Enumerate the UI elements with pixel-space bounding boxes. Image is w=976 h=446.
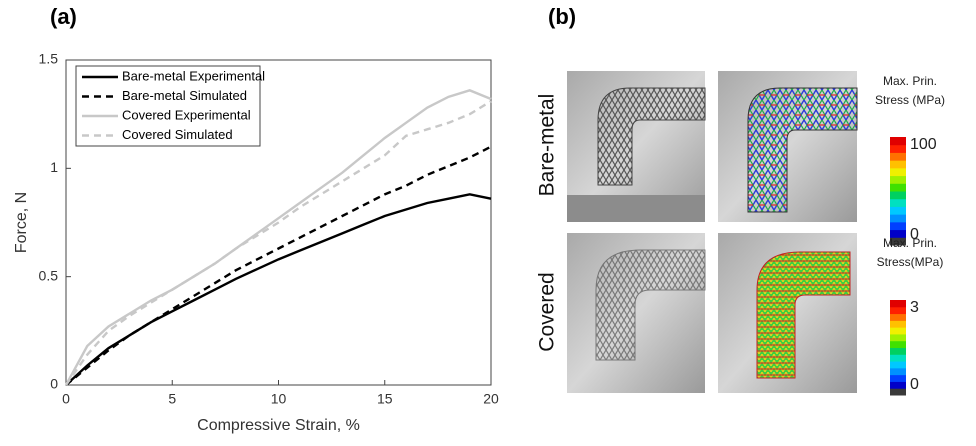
colorbar-title: Stress(MPa) [877, 255, 944, 269]
x-axis-label: Compressive Strain, % [197, 417, 360, 434]
colorbar-tick-label: 3 [910, 299, 919, 316]
row-label: Covered [536, 272, 559, 351]
colorbar-band [890, 183, 906, 192]
colorbar-title: Max. Prin. [883, 236, 937, 250]
line-chart: 0 0.5 1 1.5 0 5 10 15 20 Compressive Strain, % For… [13, 51, 499, 435]
colorbar-band [890, 388, 906, 396]
colorbar-band [890, 206, 906, 215]
image [567, 71, 706, 222]
colorbar-band [890, 191, 906, 200]
colorbar-band [890, 137, 906, 146]
colorbar-band [890, 354, 906, 362]
colorbar-band [890, 144, 906, 153]
colorbar-band [890, 320, 906, 328]
x-tick-label: 20 [483, 391, 499, 407]
legend-label: Covered Simulated [122, 127, 233, 142]
colorbar-title: Max. Prin. [883, 74, 937, 88]
line [64, 89, 492, 386]
legend-label: Bare-metal Simulated [122, 88, 247, 103]
colorbar-band [890, 214, 906, 223]
x-tick-label: 0 [62, 391, 70, 407]
image [567, 233, 706, 393]
colorbar-band [890, 374, 906, 382]
colorbar-band [890, 333, 906, 342]
image [718, 233, 857, 393]
line [65, 145, 492, 386]
colorbar-band [890, 367, 906, 376]
stent-images [567, 71, 858, 393]
panel-label: (a) [50, 4, 77, 29]
colorbar-band [890, 237, 906, 246]
x-tick-label: 5 [168, 391, 176, 407]
colorbar-tick-label: 0 [910, 226, 919, 243]
colorbar-band [890, 221, 906, 231]
colorbar-band [890, 160, 906, 169]
colorbar-band [890, 198, 906, 207]
colorbar-tick-label: 0 [910, 376, 919, 393]
colorbar-title: Stress (MPa) [875, 93, 945, 107]
legend-box [75, 65, 261, 147]
colorbar-band [890, 306, 906, 315]
colorbars: Bare-metal Max. Prin. Stress (MPa) 100 0 Cove… [536, 74, 945, 396]
line [65, 100, 492, 386]
colorbar-band [890, 340, 906, 348]
colorbar-band [890, 361, 906, 369]
colorbar-band [890, 152, 906, 161]
legend-label: Covered Experimental [122, 107, 251, 122]
colorbar-band [890, 327, 906, 335]
panel-label: (b) [548, 4, 576, 29]
colorbar-band [890, 175, 906, 184]
row-label: Bare-metal [536, 94, 559, 197]
colorbar-band [890, 167, 906, 177]
colorbar-band [890, 347, 906, 355]
y-tick-label: 0 [50, 376, 58, 392]
y-tick-label: 1.5 [39, 51, 59, 67]
colorbar-band [890, 229, 906, 238]
colorbar-band [890, 300, 906, 308]
x-tick-label: 10 [271, 391, 287, 407]
legend-label: Bare-metal Experimental [122, 68, 265, 83]
x-tick-label: 15 [377, 391, 393, 407]
y-axis-label: Force, N [13, 192, 30, 253]
y-tick-label: 1 [50, 159, 58, 175]
image [718, 71, 858, 222]
colorbar-band [890, 381, 906, 389]
colorbar-band [890, 313, 906, 321]
y-tick-label: 0.5 [39, 267, 59, 283]
colorbar-tick-label: 100 [910, 136, 937, 153]
